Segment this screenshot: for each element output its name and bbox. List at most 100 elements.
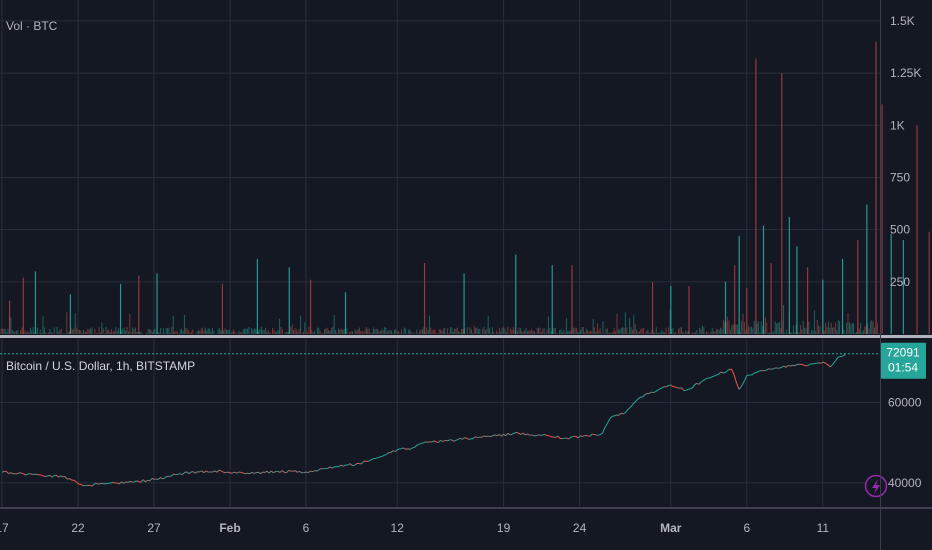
price-segment [184,471,187,474]
price-segment [123,481,127,484]
price-segment [601,427,606,434]
price-segment [555,435,559,438]
time-tick-label: 6 [303,521,310,535]
price-segment [73,479,77,483]
price-segment [531,434,535,437]
price-segment [138,481,142,483]
price-segment [694,382,698,386]
price-segment [310,470,313,473]
price-segment [622,412,626,415]
price-segment [816,362,819,364]
price-segment [642,394,646,398]
price-segment [736,383,740,390]
price-segment [512,432,515,435]
price-segment [462,437,465,440]
price-segment [354,463,358,466]
price-segment [92,483,96,487]
price-segment [527,433,530,436]
price-segment [690,387,693,390]
price-segment [433,440,437,443]
price-segment [80,483,84,487]
volume-bars [0,41,930,334]
price-segment [835,357,839,362]
price-segment [575,435,579,439]
price-segment [756,370,760,373]
price-segment [779,366,782,369]
price-segment [607,418,611,424]
price-segment [629,404,634,408]
price-segment [162,477,166,480]
pane-separator[interactable] [0,335,932,338]
lightning-icon[interactable] [864,474,888,498]
time-tick-label: Feb [219,521,240,535]
price-segment [67,478,70,480]
price-segment [440,439,444,442]
price-segment [571,435,574,438]
price-segment [803,364,806,367]
price-segment [692,384,696,389]
volume-pane[interactable]: 250 500 750 1K 1.25K 1.5K Vol · BTC [0,0,932,334]
price-segment [818,362,821,364]
price-segment [466,437,470,440]
price-segment [498,434,502,437]
price-segment [190,471,194,473]
price-segment [754,371,758,374]
price-segment [379,455,383,458]
price-segment [688,388,691,390]
price-gridlines [0,338,880,507]
price-segment [501,433,504,437]
price-segment [453,439,457,442]
price-segment [661,386,665,389]
price-segment [21,472,24,475]
price-segment [442,439,446,442]
price-segment [705,377,708,380]
price-segment [431,440,435,443]
volume-legend-title: Vol · BTC [6,19,58,33]
price-segment [273,471,276,474]
price-segment [201,470,205,474]
price-segment [45,475,48,478]
price-segment [361,460,365,465]
price-segment [386,452,389,455]
price-segment [609,416,613,419]
price-segment [807,363,811,367]
price-segment [340,464,344,467]
price-segment [455,438,459,441]
price-segment [30,473,33,475]
price-segment [370,458,374,461]
price-pane[interactable]: 40000 60000 Bitcoin / U.S. Dollar, 1h, BI… [0,338,926,507]
price-segment [522,432,526,436]
price-segment [548,435,552,438]
price-segment [257,471,261,475]
price-segment [703,378,706,381]
price-segment [255,471,259,474]
price-segment [733,374,738,384]
price-segment [655,389,659,392]
price-segment [731,369,735,376]
bar-countdown: 01:54 [888,361,918,375]
price-segment [212,470,216,473]
price-segment [316,469,320,472]
time-axis-labels[interactable]: 17 22 27 Feb 6 12 19 24 Mar 6 11 [0,521,829,535]
time-tick-label: 19 [497,521,511,535]
price-segment [5,471,9,474]
price-segment [151,477,155,480]
price-segment [599,432,603,436]
price-segment [121,481,124,484]
time-tick-label: 17 [0,521,9,535]
price-segment [292,470,296,472]
price-segment [483,435,487,437]
price-segment [268,470,272,474]
price-axis-labels: 40000 60000 [888,395,922,489]
price-segment [612,415,615,417]
price-segment [604,422,608,428]
price-segment [716,373,719,376]
price-segment [535,434,539,437]
price-segment [236,471,239,474]
price-segment [490,435,493,438]
price-segment [464,437,467,439]
price-segment [481,435,485,438]
price-segment [477,436,480,439]
price-segment [179,473,183,476]
